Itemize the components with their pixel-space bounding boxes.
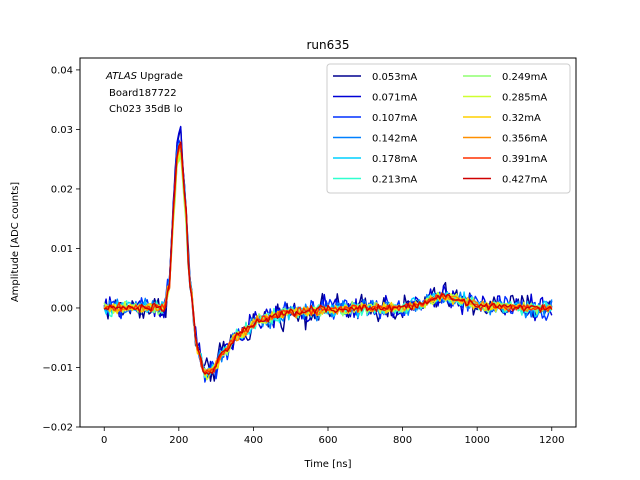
legend: 0.053mA 0.071mA 0.107mA 0.142mA 0.178mA 0.213… <box>326 63 571 194</box>
channel-label: Ch023 35dB lo <box>109 104 183 115</box>
legend-label: 0.053mA <box>372 72 417 83</box>
y-tick-label: 0.00 <box>51 303 73 314</box>
x-axis-label: Time [ns] <box>303 459 351 470</box>
x-tick-label: 800 <box>393 435 412 446</box>
y-tick-label: 0.01 <box>51 244 73 255</box>
y-tick-label: 0.03 <box>51 125 73 136</box>
x-tick-label: 200 <box>169 435 188 446</box>
atlas-annotation: ATLAS Upgrade Board187722 Ch023 35dB lo <box>105 71 183 115</box>
legend-label: 0.178mA <box>372 154 417 165</box>
legend-label: 0.285mA <box>502 93 547 104</box>
legend-box <box>326 63 571 194</box>
atlas-label: ATLAS <box>105 71 138 82</box>
upgrade-label: Upgrade <box>137 71 183 82</box>
annotation-line-1: ATLAS Upgrade <box>105 71 183 82</box>
y-axis: −0.02 −0.01 0.00 0.01 0.02 0.03 0.04 <box>42 65 80 434</box>
series-layer <box>103 125 553 383</box>
y-tick-label: −0.02 <box>42 423 73 434</box>
x-tick-label: 1200 <box>539 435 564 446</box>
plot-area <box>79 57 577 428</box>
x-tick-label: 1000 <box>464 435 489 446</box>
x-tick-label: 600 <box>318 435 337 446</box>
legend-label: 0.32mA <box>502 113 541 124</box>
y-tick-label: −0.01 <box>42 363 73 374</box>
legend-label: 0.142mA <box>372 134 417 145</box>
legend-label: 0.356mA <box>502 134 547 145</box>
legend-label: 0.427mA <box>502 175 547 186</box>
board-label: Board187722 <box>109 88 177 99</box>
x-tick-label: 400 <box>244 435 263 446</box>
legend-label: 0.249mA <box>502 72 547 83</box>
x-tick-label: 0 <box>101 435 107 446</box>
legend-label: 0.213mA <box>372 175 417 186</box>
x-axis: 0 200 400 600 800 1000 1200 <box>101 427 564 446</box>
legend-label: 0.107mA <box>372 113 417 124</box>
chart-title: run635 <box>306 38 349 52</box>
legend-label: 0.071mA <box>372 93 417 104</box>
y-tick-label: 0.02 <box>51 184 73 195</box>
y-tick-label: 0.04 <box>51 65 73 76</box>
y-axis-label: Amplitude [ADC counts] <box>10 182 21 302</box>
series-line-12 <box>103 141 553 376</box>
legend-label: 0.391mA <box>502 154 547 165</box>
